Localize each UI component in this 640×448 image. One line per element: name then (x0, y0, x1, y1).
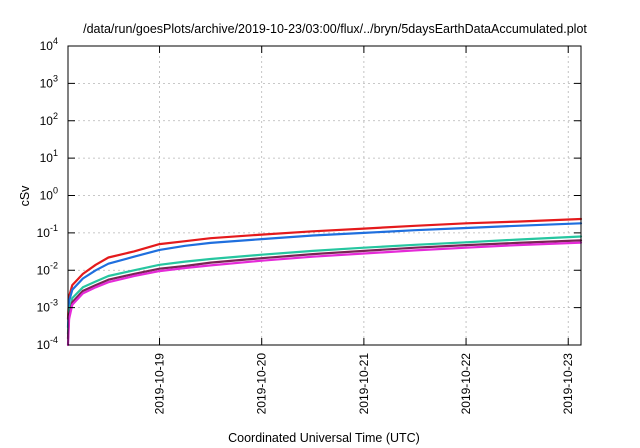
series-line-4 (66, 239, 583, 340)
y-tick-label: 10-1 (37, 223, 58, 240)
y-axis-label: cSv (18, 185, 32, 207)
series-line-2 (66, 222, 583, 329)
grid (68, 46, 581, 345)
y-tick-label: 101 (40, 148, 58, 165)
y-tick-label: 10-2 (37, 260, 58, 277)
x-tick-label: 2019-10-21 (357, 353, 371, 415)
series-line-5 (66, 241, 583, 347)
x-tick-labels: 2019-10-19 2019-10-20 2019-10-21 2019-10-22… (153, 353, 576, 415)
x-axis-label: Coordinated Universal Time (UTC) (228, 431, 420, 445)
y-tick-label: 102 (40, 111, 58, 128)
x-tick-label: 2019-10-20 (255, 353, 269, 415)
x-tick-label: 2019-10-22 (459, 353, 473, 415)
y-tick-label: 104 (40, 36, 58, 53)
x-tick-label: 2019-10-23 (561, 353, 575, 415)
y-tick-label: 100 (40, 186, 58, 203)
y-tick-labels: 10-4 10-3 10-2 10-1 100 101 102 103 104 (37, 36, 58, 352)
x-tick-label: 2019-10-19 (153, 353, 167, 415)
series-line-3 (66, 235, 583, 335)
chart-title: /data/run/goesPlots/archive/2019-10-23/0… (83, 22, 587, 36)
series-line-1 (66, 217, 583, 320)
axes (67, 45, 582, 346)
y-tick-label: 10-4 (37, 335, 58, 352)
y-tick-label: 103 (40, 73, 58, 90)
series-group (66, 217, 583, 347)
y-tick-label: 10-3 (37, 298, 58, 315)
